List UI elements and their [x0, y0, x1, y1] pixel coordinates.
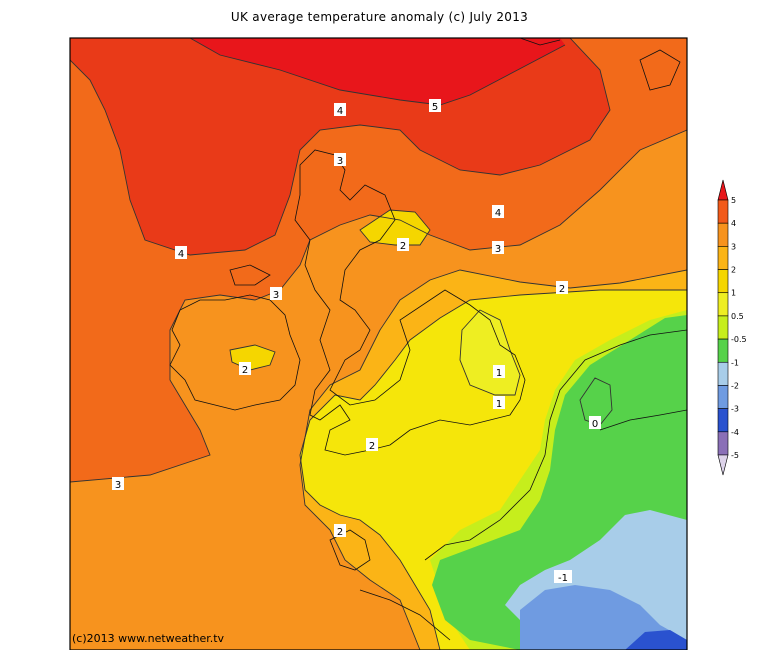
field-above-5: [190, 38, 565, 105]
legend-swatch: [717, 408, 729, 433]
contour-label: 3: [495, 244, 501, 255]
contour-label: 2: [337, 527, 343, 538]
field-below-minus-2: [625, 630, 687, 650]
legend-swatch: [717, 222, 729, 247]
legend-tick-label: 1: [731, 289, 736, 298]
legend-swatch: [717, 338, 729, 363]
contour-label: 4: [337, 106, 343, 117]
contour-label: 5: [432, 102, 438, 113]
map-frame: [69, 37, 688, 650]
anomaly-fields: [70, 38, 687, 650]
contour-label: 1: [496, 368, 502, 379]
contour-label: 0: [592, 419, 598, 430]
contour-label: 1: [496, 399, 502, 410]
credit-text: (c)2013 www.netweather.tv: [72, 632, 225, 645]
legend-swatch: [717, 431, 729, 456]
legend-tick-label: -4: [731, 428, 739, 437]
legend-swatch: [717, 385, 729, 409]
legend-swatch: [717, 315, 729, 340]
legend-arrow-bottom: [717, 454, 729, 476]
legend-tick-label: -2: [731, 381, 739, 390]
legend-tick-label: 3: [731, 242, 736, 251]
legend-tick-label: -5: [731, 451, 739, 460]
contour-label: 3: [337, 156, 343, 167]
legend-swatch: [717, 292, 729, 317]
contour-label: 2: [400, 241, 406, 252]
legend-arrow-top: [717, 179, 729, 201]
legend-tick-label: 2: [731, 266, 736, 275]
contour-label: 2: [242, 365, 248, 376]
legend-tick-label: -1: [731, 358, 739, 367]
contour-label: 2: [559, 284, 565, 295]
legend-tick-label: -3: [731, 405, 739, 414]
chart-title: UK average temperature anomaly (c) July …: [230, 10, 529, 24]
legend-tick-label: 5: [731, 196, 736, 205]
contour-label: 3: [115, 480, 121, 491]
contour-label: 4: [178, 249, 184, 260]
legend-swatch: [717, 269, 729, 294]
contour-labels: 5 4 3 4 3 2 2 4 3 2 1 1 0 2 3 2 -1: [112, 99, 601, 584]
legend-tick-label: 4: [731, 219, 736, 228]
legend-tick-label: 0.5: [731, 312, 744, 321]
legend-swatch: [717, 199, 729, 224]
contour-label: -1: [558, 573, 568, 584]
contour-label: 4: [495, 208, 501, 219]
contour-label: 3: [273, 290, 279, 301]
legend-tick-label: -0.5: [731, 335, 747, 344]
legend-swatch: [717, 246, 729, 270]
legend-swatch: [717, 361, 729, 386]
contour-label: 2: [369, 441, 375, 452]
legend-colorbar: 5 4 3 2 1 0.5 -0.5 -1 -2 -3 -4 -5: [717, 179, 747, 476]
coastlines: [169, 38, 687, 641]
